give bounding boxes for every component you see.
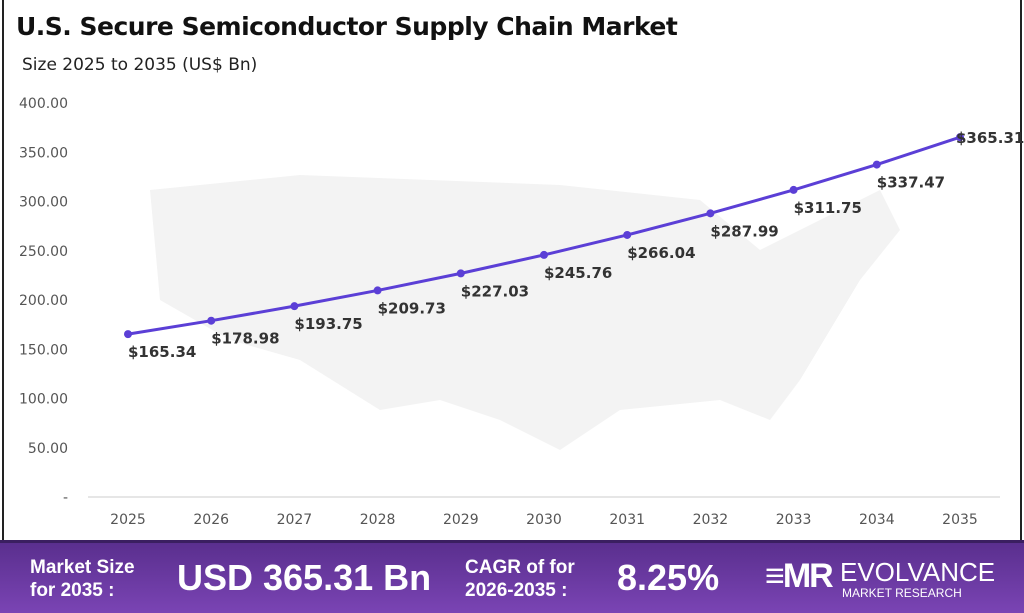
y-tick-label: - [63,490,68,506]
y-tick-label: 150.00 [19,342,68,358]
data-point [456,269,465,278]
us-map-watermark [150,175,900,450]
data-point [207,316,216,325]
data-label: $311.75 [794,199,862,217]
data-point [706,209,715,218]
brand-sub: MARKET RESEARCH [842,586,962,600]
y-tick-label: 350.00 [19,145,68,161]
y-tick-label: 250.00 [19,244,68,260]
data-point [290,302,299,311]
x-tick-label: 2030 [526,512,562,528]
cagr-label-line2: 2026-2035 : [465,580,568,601]
data-label: $178.98 [211,330,279,348]
data-label: $266.04 [627,244,695,262]
market-size-label-line2: for 2035 : [30,580,115,601]
x-tick-label: 2031 [609,512,645,528]
x-tick-label: 2026 [193,512,229,528]
cagr-label-line1: CAGR of for [465,557,575,578]
market-size-label-line1: Market Size [30,557,135,578]
data-label: $337.47 [877,174,945,192]
y-tick-label: 100.00 [19,392,68,408]
data-label: $193.75 [294,315,362,333]
data-point [872,160,881,169]
data-point [623,230,632,239]
brand-name: EVOLVANCE [840,557,996,587]
x-tick-label: 2032 [693,512,729,528]
data-point [124,330,132,339]
x-tick-label: 2034 [859,512,895,528]
x-tick-label: 2028 [360,512,396,528]
x-tick-label: 2025 [110,512,146,528]
summary-footer: Market Size for 2035 : USD 365.31 Bn CAGR… [0,540,1024,613]
y-tick-label: 50.00 [28,441,68,457]
data-label: $287.99 [710,222,778,240]
line-chart: - 50.00 100.00 150.00 200.00 250.00 300.00 350.… [19,96,1024,528]
x-tick-label: 2027 [277,512,313,528]
data-point [540,250,548,259]
chart-frame [2,0,1022,540]
y-tick-label: 300.00 [19,195,68,211]
data-point [789,185,798,194]
cagr-value: 8.25% [617,557,720,598]
market-size-value: USD 365.31 Bn [177,557,432,598]
data-point [956,133,964,142]
data-label: $209.73 [378,299,446,317]
data-label: $245.76 [544,264,612,282]
x-tick-label: 2029 [443,512,479,528]
data-label: $165.34 [128,343,196,361]
chart-subtitle: Size 2025 to 2035 (US$ Bn) [22,55,258,75]
x-tick-label: 2035 [942,512,978,528]
data-label: $227.03 [461,282,529,300]
y-tick-label: 200.00 [19,293,68,309]
chart-title: U.S. Secure Semiconductor Supply Chain M… [16,12,678,41]
market-size-label: Market Size for 2035 : [30,556,135,602]
data-point [373,286,382,295]
cagr-label: CAGR of for 2026-2035 : [465,556,575,602]
data-label: $365.31 [956,129,1024,147]
emr-logo: ≡MR [765,557,834,595]
y-tick-label: 400.00 [19,96,68,112]
x-tick-label: 2033 [776,512,812,528]
